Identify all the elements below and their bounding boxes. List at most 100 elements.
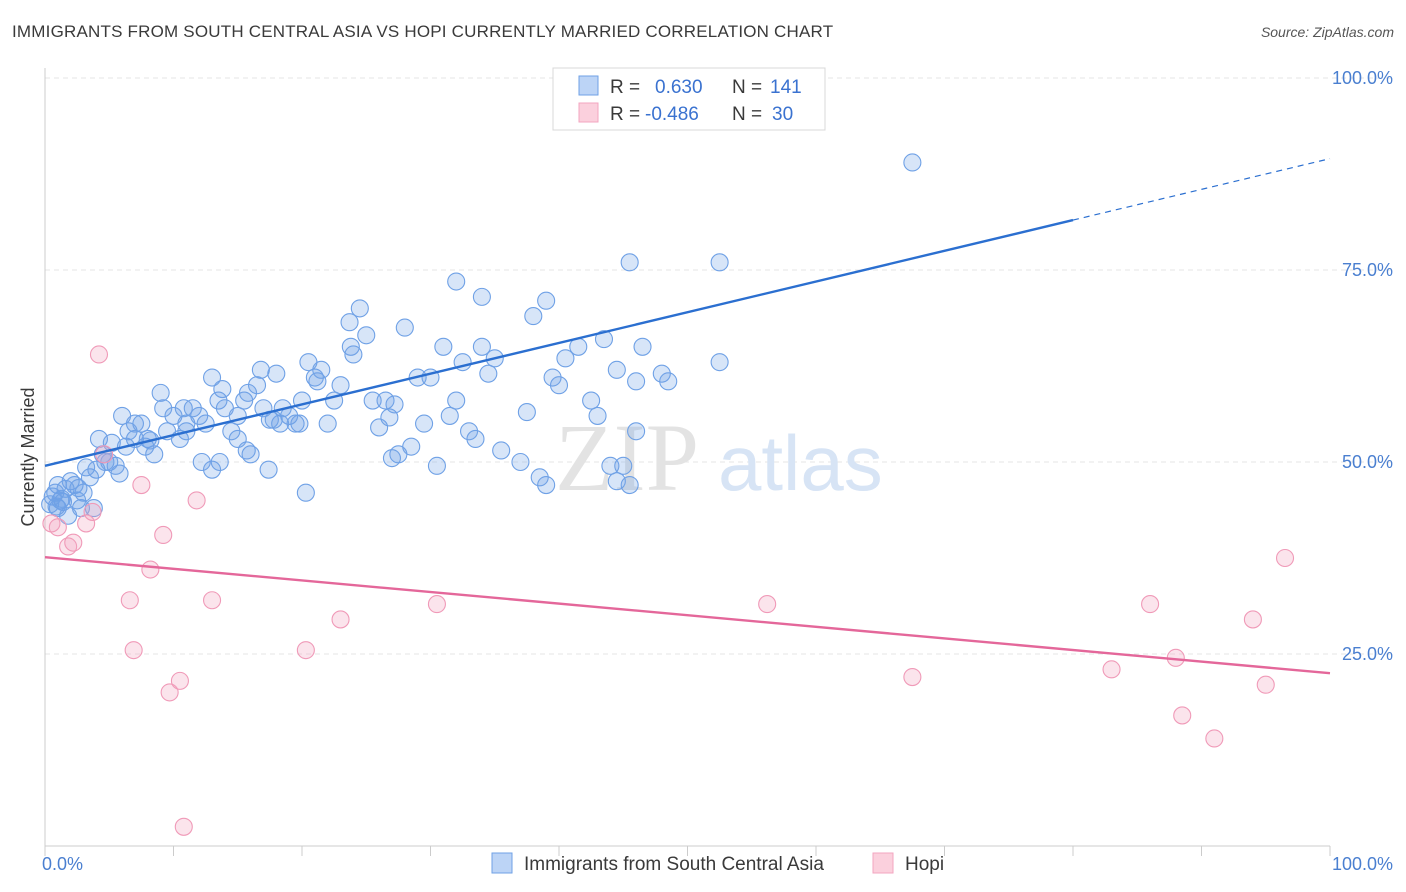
immigrants-trend-extension: [1072, 158, 1331, 221]
immigrants-point-57: [331, 376, 350, 395]
immigrants-point-89: [537, 291, 556, 310]
immigrants-point-38: [222, 422, 241, 441]
immigrants-point-108: [710, 353, 729, 372]
series-legend: Immigrants from South Central Asia Hopi: [491, 852, 944, 875]
hopi-point-15: [174, 817, 193, 836]
stats-n-label-1: N =: [732, 77, 762, 98]
immigrants-point-50: [286, 414, 305, 433]
immigrants-point-102: [627, 422, 646, 441]
hopi-point-28: [1243, 610, 1262, 629]
immigrants-point-115: [210, 452, 229, 472]
hopi-point-9: [124, 641, 143, 660]
immigrants-point-109: [903, 153, 922, 172]
watermark-atlas: atlas: [718, 419, 883, 507]
immigrants-point-136: [385, 395, 404, 414]
immigrants-point-134: [237, 441, 256, 460]
immigrants-point-119: [271, 414, 290, 433]
immigrants-point-23: [132, 414, 151, 433]
immigrants-point-62: [363, 391, 382, 410]
immigrants-point-86: [524, 307, 543, 326]
stats-r-value-1: 0.630: [655, 77, 703, 98]
immigrants-point-54: [312, 360, 331, 379]
immigrants-point-137: [415, 414, 434, 433]
immigrants-point-140: [259, 460, 278, 479]
source-label: Source: ZipAtlas.com: [1260, 24, 1394, 40]
immigrants-point-13: [80, 468, 100, 487]
immigrants-point-110: [125, 414, 144, 433]
y-tick-label-1: 50.0%: [1342, 452, 1393, 472]
immigrants-point-87: [530, 468, 549, 487]
immigrants-point-113: [192, 452, 211, 472]
axes: [44, 68, 1331, 856]
immigrants-point-107: [710, 253, 729, 272]
immigrants-point-138: [601, 456, 620, 475]
immigrants-point-133: [213, 379, 232, 399]
legend-label-immigrants: Immigrants from South Central Asia: [524, 854, 824, 875]
immigrants-point-83: [492, 441, 511, 460]
hopi-point-1: [48, 518, 67, 537]
immigrants-point-68: [402, 437, 421, 456]
y-axis-label: Currently Married: [18, 387, 38, 526]
immigrants-point-73: [440, 406, 459, 425]
immigrants-point-79: [472, 287, 491, 306]
immigrants-point-75: [447, 272, 466, 291]
immigrants-point-100: [620, 475, 639, 495]
immigrants-point-71: [427, 456, 446, 475]
stats-r-label-1: R =: [610, 77, 640, 98]
hopi-point-29: [1256, 675, 1275, 694]
immigrants-point-60: [350, 299, 369, 318]
stats-r-value-2: -0.486: [645, 104, 699, 125]
hopi-point-23: [1102, 660, 1121, 679]
y-tick-label-3: 100.0%: [1332, 68, 1393, 88]
immigrants-point-85: [517, 403, 536, 422]
hopi-point-14: [170, 671, 189, 690]
immigrants-point-101: [620, 253, 639, 272]
hopi-point-21: [758, 595, 777, 614]
immigrants-point-78: [466, 429, 485, 449]
immigrants-point-112: [154, 399, 173, 418]
immigrants-point-96: [594, 330, 614, 349]
hopi-point-10: [132, 475, 151, 495]
immigrants-point-129: [47, 497, 66, 516]
hopi-point-5: [83, 502, 102, 521]
hopi-point-11: [141, 560, 160, 579]
immigrants-point-81: [479, 364, 498, 383]
legend-swatch-blue: [491, 852, 513, 874]
immigrants-point-67: [395, 318, 414, 337]
hopi-point-3: [64, 533, 83, 552]
stats-n-label-2: N =: [732, 104, 762, 125]
immigrants-point-114: [203, 460, 222, 479]
chart-title: IMMIGRANTS FROM SOUTH CENTRAL ASIA VS HO…: [12, 22, 834, 41]
immigrants-point-104: [633, 337, 652, 356]
hopi-point-13: [160, 683, 179, 702]
stats-n-value-2: 30: [772, 104, 793, 125]
immigrants-point-44: [251, 360, 270, 379]
hopi-point-19: [331, 610, 350, 629]
stats-n-value-1: 141: [770, 77, 802, 98]
immigrants-point-47: [267, 364, 286, 383]
immigrants-point-26: [145, 445, 164, 464]
immigrants-point-132: [174, 399, 193, 418]
hopi-point-12: [154, 525, 173, 545]
immigrants-point-64: [376, 391, 395, 410]
immigrants-point-90: [543, 368, 562, 387]
hopi-point-26: [1173, 706, 1192, 725]
stats-legend: R = 0.630 N = 141 R = -0.486 N = 30: [552, 67, 826, 131]
immigrants-point-36: [209, 391, 228, 410]
watermark-zip: ZIP: [555, 404, 699, 511]
immigrants-point-131: [110, 464, 129, 483]
immigrants-point-43: [247, 376, 267, 395]
immigrants-point-95: [588, 406, 607, 425]
hopi-point-8: [120, 591, 139, 610]
immigrants-point-33: [190, 406, 209, 425]
hopi-point-4: [77, 514, 96, 533]
immigrants-point-80: [472, 337, 491, 356]
hopi-point-20: [427, 595, 446, 614]
hopi-point-30: [1275, 548, 1295, 568]
hopi-trend-line: [44, 556, 1331, 675]
immigrants-point-139: [340, 313, 359, 332]
immigrants-point-91: [549, 376, 569, 395]
immigrants-point-128: [69, 479, 88, 498]
immigrants-point-124: [77, 458, 96, 477]
x-tick-label-0: 0.0%: [42, 854, 83, 874]
